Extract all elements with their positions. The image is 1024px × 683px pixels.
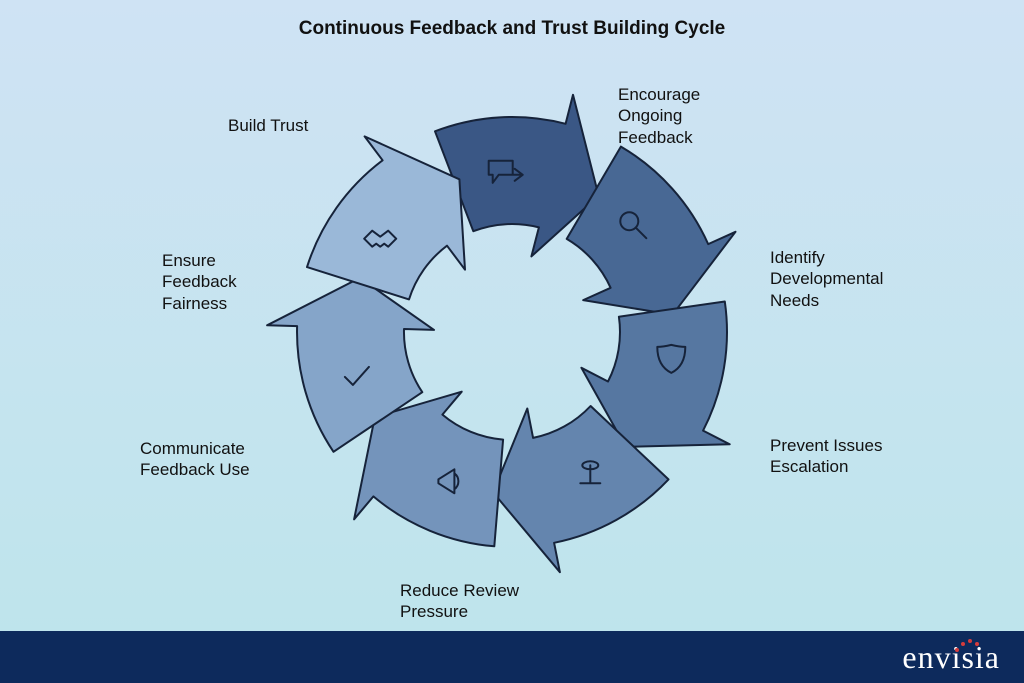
cycle-diagram xyxy=(260,80,764,584)
segment-label-6: Build Trust xyxy=(228,115,308,136)
segment-label-4: CommunicateFeedback Use xyxy=(140,438,250,481)
segment-label-3: Reduce ReviewPressure xyxy=(400,580,519,623)
footer-bar: envis ia xyxy=(0,631,1024,683)
page-title: Continuous Feedback and Trust Building C… xyxy=(0,18,1024,40)
segment-label-2: Prevent IssuesEscalation xyxy=(770,435,882,478)
segment-label-0: EncourageOngoingFeedback xyxy=(618,84,700,148)
brand-logo: envis ia xyxy=(902,639,1000,676)
segment-label-1: IdentifyDevelopmentalNeeds xyxy=(770,247,883,311)
brand-dots-icon xyxy=(953,634,981,654)
segment-label-5: EnsureFeedbackFairness xyxy=(162,250,237,314)
cycle-segment-6 xyxy=(307,136,465,299)
